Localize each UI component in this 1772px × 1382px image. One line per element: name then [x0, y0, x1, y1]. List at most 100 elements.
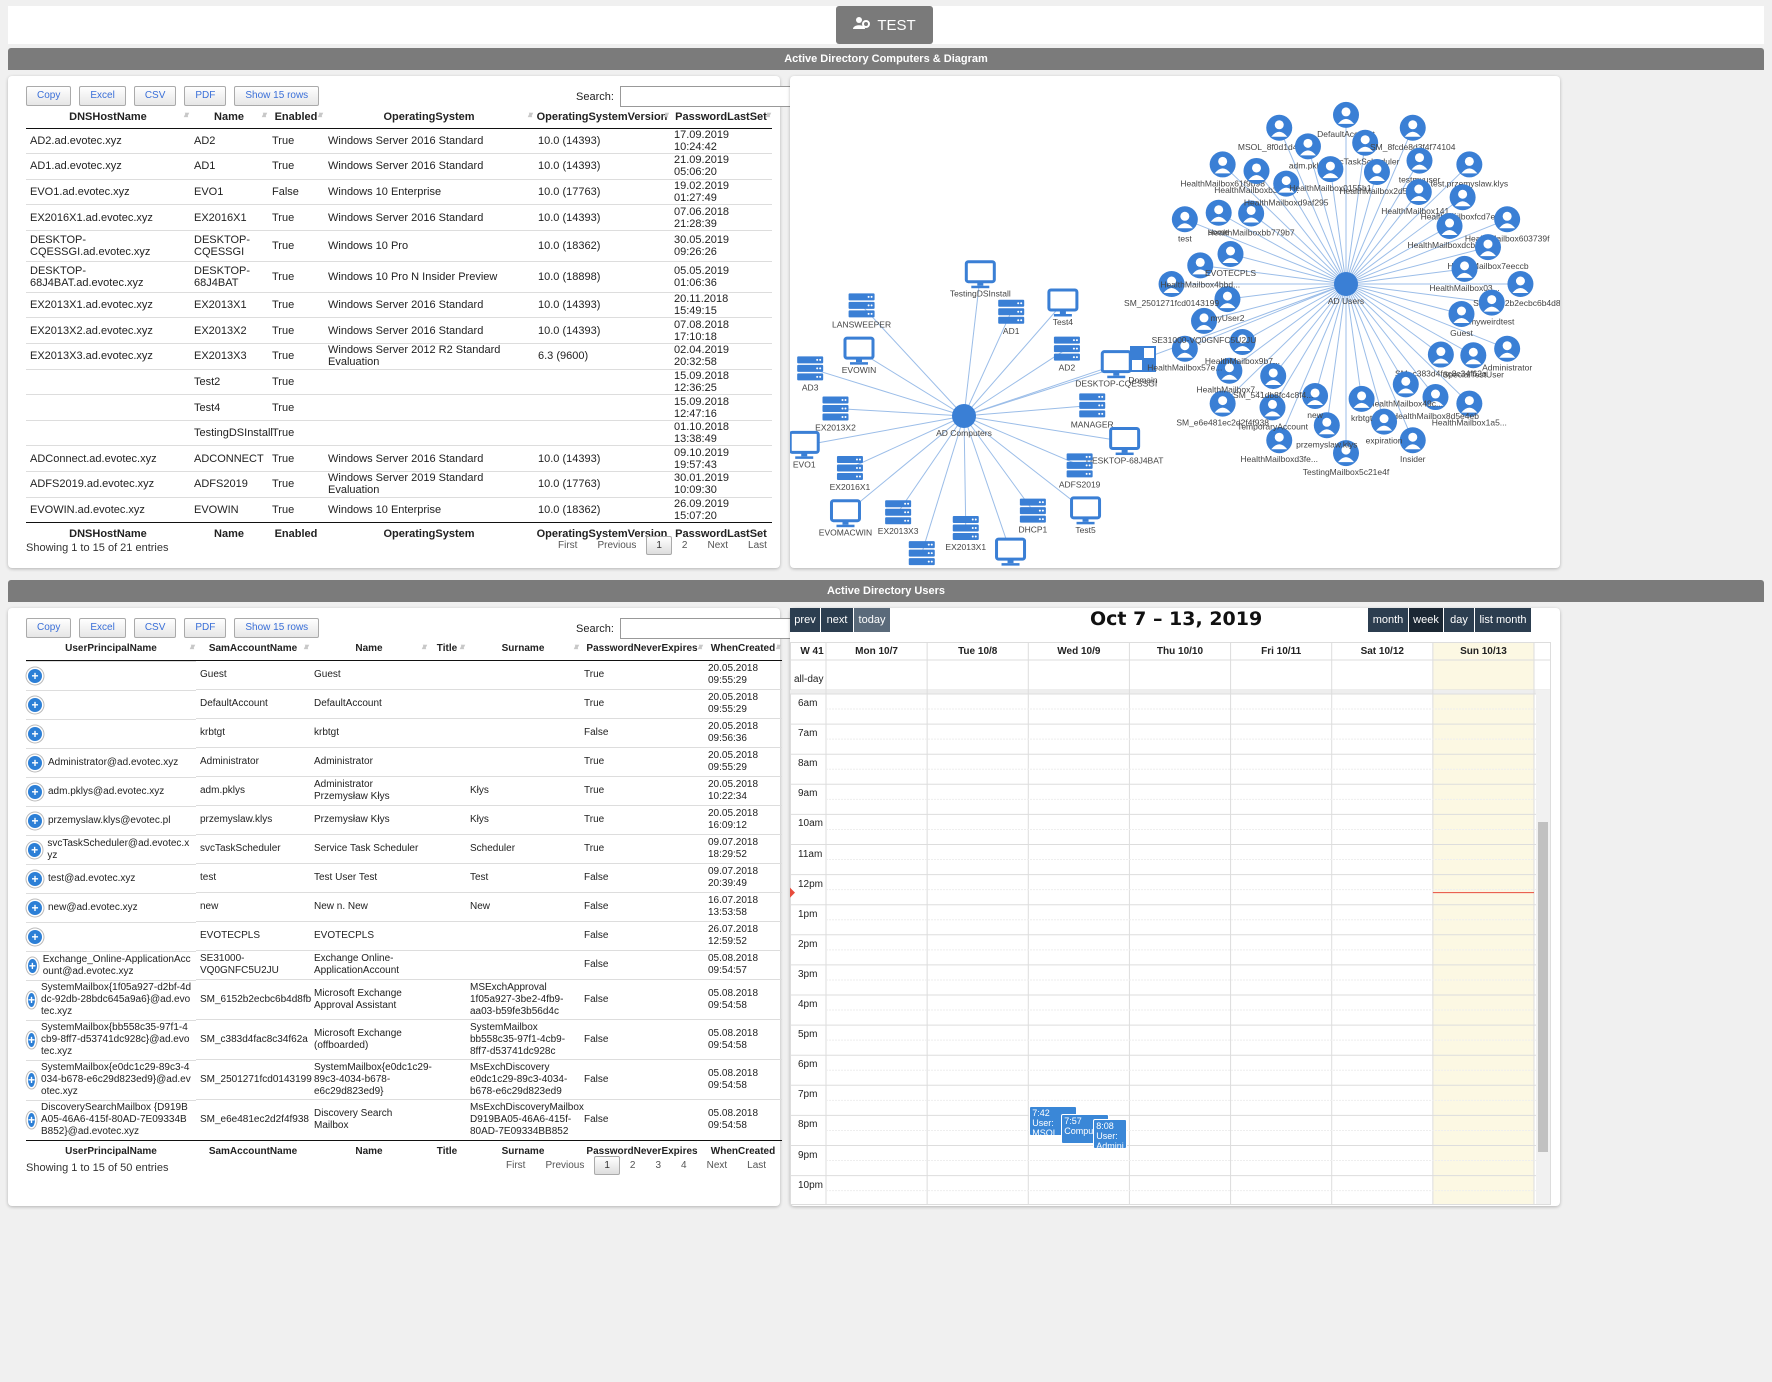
column-header-samaccountname[interactable]: SamAccountName: [196, 638, 310, 661]
computers-search-input[interactable]: [619, 86, 796, 107]
column-header-dnshostname[interactable]: DNSHostName: [26, 106, 190, 129]
server-node[interactable]: EX2013X2: [815, 396, 856, 432]
user-node[interactable]: HealthMailboxdcb7fda: [1407, 213, 1492, 250]
week-view-button[interactable]: week: [1409, 608, 1443, 632]
table-row[interactable]: ADConnect.ad.evotec.xyz ADCONNECT True Wind…: [26, 445, 772, 472]
csv-button[interactable]: CSV: [133, 86, 177, 106]
expand-row-icon[interactable]: +: [28, 668, 42, 683]
pager-1[interactable]: 1: [646, 536, 672, 555]
user-node[interactable]: TestingMailbox5c21e4f: [1303, 440, 1390, 477]
table-row[interactable]: Test4 True 15.09.2018 12:47:16: [26, 394, 772, 421]
expand-row-icon[interactable]: +: [28, 784, 42, 799]
network-diagram[interactable]: TestingDSInstall AD1 Test4 AD2 DESKTOP-CQESS…: [788, 76, 1568, 577]
column-header-enabled[interactable]: Enabled: [268, 106, 324, 129]
computer-node[interactable]: EVOMACWIN: [819, 499, 872, 538]
table-row[interactable]: + Guest Guest True 20.05.2018 09:55:29: [26, 659, 782, 690]
expand-row-icon[interactable]: +: [28, 755, 42, 770]
show-rows-button[interactable]: Show 15 rows: [234, 618, 320, 638]
user-node[interactable]: SpecialTestUser: [1443, 342, 1505, 379]
user-node[interactable]: SM_c383d4fac8c34f62a: [1395, 341, 1487, 379]
expand-row-icon[interactable]: +: [28, 697, 42, 712]
users-hub-node[interactable]: AD Users: [1328, 272, 1364, 306]
table-row[interactable]: + SystemMailbox{e0dc1c29-89c3-4034-b678-e…: [26, 1059, 782, 1100]
user-node[interactable]: HealthMailbox61f9b98: [1180, 151, 1265, 188]
user-node[interactable]: SE31000-VQ0GNFC5U2JU: [1152, 307, 1257, 345]
user-node[interactable]: test.przemyslaw.klys: [1431, 151, 1508, 188]
scrollbar-track[interactable]: [1536, 690, 1550, 1204]
user-node[interactable]: Insider: [1399, 427, 1426, 464]
column-header-operatingsystem[interactable]: OperatingSystem: [324, 106, 534, 129]
user-node[interactable]: adm.pklys: [1289, 133, 1327, 170]
pager-first[interactable]: First: [558, 540, 578, 551]
server-node[interactable]: DHCP1: [1018, 498, 1048, 535]
expand-row-icon[interactable]: +: [28, 726, 42, 741]
column-header-surname[interactable]: Surname: [466, 638, 580, 661]
computer-node[interactable]: TestingDSInstall: [950, 260, 1011, 299]
user-node[interactable]: HealthMailboxd9af295: [1244, 170, 1329, 208]
column-header-passwordneverexpires[interactable]: PasswordNeverExpires: [580, 638, 704, 661]
pager-previous[interactable]: Previous: [597, 540, 637, 551]
table-row[interactable]: + SystemMailbox{bb558c35-97f1-4cb9-8ff7-d…: [26, 1019, 782, 1060]
column-header-name[interactable]: Name: [190, 106, 268, 129]
copy-button[interactable]: Copy: [26, 86, 72, 106]
computer-node[interactable]: Test4: [1047, 288, 1079, 327]
user-node[interactable]: HealthMailbox2d5...: [1339, 159, 1415, 196]
csv-button[interactable]: CSV: [133, 618, 177, 638]
test-tab-button[interactable]: TEST: [836, 6, 933, 44]
expand-row-icon[interactable]: +: [28, 871, 42, 886]
pager-next[interactable]: Next: [707, 540, 729, 551]
table-row[interactable]: + krbtgt krbtgt False 20.05.2018 09:56:36: [26, 718, 782, 748]
user-node[interactable]: krbtgt: [1348, 385, 1375, 423]
user-node[interactable]: MSOL_8f0d1d4965ec: [1238, 114, 1321, 152]
expand-row-icon[interactable]: +: [28, 1073, 36, 1087]
computer-node[interactable]: EVO1: [788, 430, 820, 469]
day-header[interactable]: Fri 10/11: [1261, 646, 1302, 657]
column-header-passwordlastset[interactable]: PasswordLastSet: [670, 106, 772, 129]
table-row[interactable]: + new@ad.evotec.xyz new New n. New New False 1…: [26, 892, 782, 922]
expand-row-icon[interactable]: +: [28, 993, 36, 1007]
diagram-panel[interactable]: TestingDSInstall AD1 Test4 AD2 DESKTOP-CQESS…: [788, 76, 1568, 577]
server-node[interactable]: EX2013X3: [878, 500, 919, 536]
copy-button[interactable]: Copy: [26, 618, 72, 638]
table-row[interactable]: Test2 True 15.09.2018 12:36:25: [26, 368, 772, 395]
pager-next[interactable]: Next: [706, 1160, 728, 1171]
expand-row-icon[interactable]: +: [28, 929, 42, 944]
user-node[interactable]: HealthMailbox03...: [1429, 255, 1500, 293]
day-header[interactable]: Mon 10/7: [855, 646, 898, 657]
computer-node[interactable]: Test5: [1070, 496, 1102, 535]
table-row[interactable]: + adm.pklys@ad.evotec.xyz adm.pklys Adminis…: [26, 776, 782, 806]
pager-2[interactable]: 2: [681, 540, 688, 551]
computer-node[interactable]: EVOWIN: [842, 336, 876, 375]
table-row[interactable]: AD1.ad.evotec.xyz AD1 True Windows Server 2…: [26, 153, 772, 180]
user-node[interactable]: some: [1205, 199, 1232, 237]
pager-4[interactable]: 4: [681, 1160, 687, 1171]
user-node[interactable]: przemyslaw.klys: [1296, 412, 1358, 449]
user-node[interactable]: HealthMailboxfcd7e01: [1421, 184, 1505, 221]
show-rows-button[interactable]: Show 15 rows: [234, 86, 320, 106]
table-row[interactable]: DESKTOP-68J4BAT.ad.evotec.xyz DESKTOP-68J…: [26, 260, 772, 293]
user-node[interactable]: HealthMailbox0155b1: [1289, 156, 1372, 193]
user-node[interactable]: SM_6152b2ecbc6b4d8fb: [1473, 271, 1568, 308]
expand-row-icon[interactable]: +: [28, 842, 42, 857]
table-row[interactable]: + SystemMailbox{1f05a927-d2bf-4ddc-92db-2…: [26, 979, 782, 1020]
user-node[interactable]: SM_8fcde8d3f4f74104: [1370, 114, 1456, 152]
user-node[interactable]: TemporaryAccount: [1237, 394, 1309, 431]
table-row[interactable]: ADFS2019.ad.evotec.xyz ADFS2019 True Window…: [26, 471, 772, 498]
pager-previous[interactable]: Previous: [545, 1160, 585, 1171]
user-node[interactable]: myweirdtest: [1469, 289, 1515, 327]
user-node[interactable]: test: [1171, 206, 1198, 243]
user-node[interactable]: Guest: [1448, 300, 1475, 338]
user-node[interactable]: HealthMailbox603739f: [1465, 206, 1550, 243]
pdf-button[interactable]: PDF: [184, 86, 227, 106]
table-row[interactable]: EVOWIN.ad.evotec.xyz EVOWIN True Windows 10…: [26, 496, 772, 523]
table-row[interactable]: EX2016X1.ad.evotec.xyz EX2016X1 True Window…: [26, 204, 772, 231]
server-node[interactable]: ADCONNECT: [895, 541, 949, 577]
calendar-event[interactable]: 8:08 User: Admini: [1093, 1119, 1128, 1150]
table-row[interactable]: + DiscoverySearchMailbox {D919BA05-46A6-4…: [26, 1099, 782, 1140]
computers-hub-node[interactable]: AD Computers: [936, 404, 992, 438]
user-node[interactable]: HealthMailboxd3fe...: [1240, 427, 1318, 464]
user-node[interactable]: HealthMailbox7...: [1197, 357, 1263, 395]
user-node[interactable]: SM_2501271fcd0143199: [1124, 271, 1219, 308]
user-node[interactable]: HealthMailboxb328d...: [1214, 157, 1299, 195]
user-node[interactable]: HealthMailboxbb779b7: [1208, 200, 1295, 237]
